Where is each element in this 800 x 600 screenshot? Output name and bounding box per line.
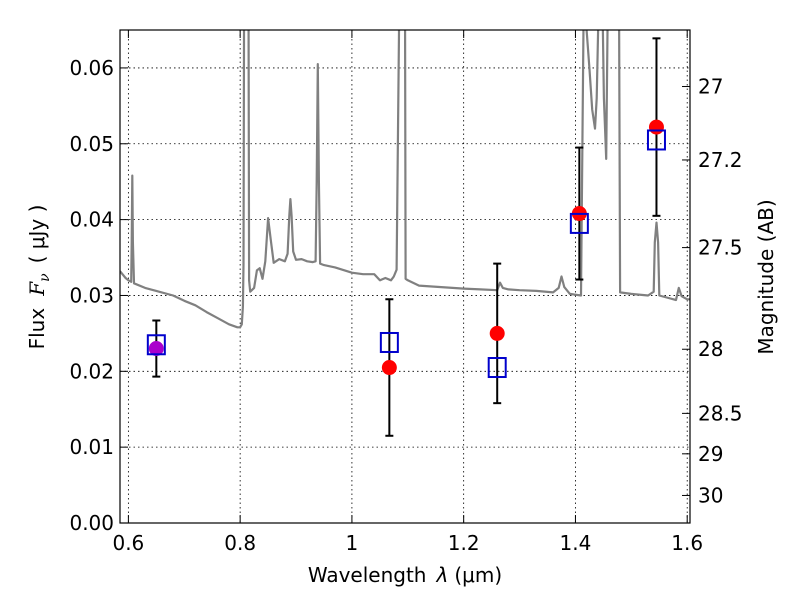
observed-data-point [648, 119, 664, 135]
model-photometry-point [646, 129, 666, 151]
x-tick-label: 0.6 [112, 531, 144, 555]
model-photometry-point [487, 357, 507, 379]
observed-data-point [489, 325, 505, 341]
model-spectrum-layer [120, 30, 690, 329]
y2-axis-label: Magnitude (AB) [754, 199, 778, 354]
plot-frame [119, 29, 691, 524]
x-axis-ticks: 0.6 0.8 1 1.2 1.4 1.6 [112, 30, 703, 555]
data-points-layer [146, 37, 666, 437]
x-axis-label: Wavelength λ (μm) [308, 563, 502, 587]
y-tick-label: 0.01 [69, 435, 114, 459]
y2-tick-label: 28 [698, 337, 723, 361]
y2-tick-label: 30 [698, 483, 723, 507]
x-tick-label: 0.8 [224, 531, 256, 555]
y-tick-label: 0.06 [69, 56, 114, 80]
y-tick-label: 0.03 [69, 283, 114, 307]
y2-tick-label: 27 [698, 75, 723, 99]
y-axis-label: FluxFν( μJy ) [25, 205, 53, 350]
model-photometry-point [146, 334, 166, 356]
x-tick-label: 1 [346, 531, 359, 555]
y-tick-label: 0.05 [69, 132, 114, 156]
y2-axis-ticks: 27 27.2 27.5 28 28.5 29 30 [682, 75, 743, 507]
y-tick-label: 0.04 [69, 208, 114, 232]
y-tick-label: 0.00 [69, 511, 114, 535]
x-tick-label: 1.6 [671, 531, 703, 555]
y2-tick-label: 28.5 [698, 401, 743, 425]
y2-tick-label: 29 [698, 442, 723, 466]
y-axis-ticks: 0.00 0.01 0.02 0.03 0.04 0.05 0.06 [69, 56, 128, 535]
model-photometry-point [379, 331, 399, 353]
y2-tick-label: 27.2 [698, 148, 743, 172]
x-tick-label: 1.2 [448, 531, 480, 555]
y2-tick-label: 27.5 [698, 236, 743, 260]
optical-data-point [148, 341, 164, 357]
model-photometry-point [569, 212, 589, 234]
model-spectrum-line [120, 30, 690, 329]
x-tick-label: 1.4 [560, 531, 592, 555]
observed-data-point [381, 360, 397, 376]
y-tick-label: 0.02 [69, 359, 114, 383]
